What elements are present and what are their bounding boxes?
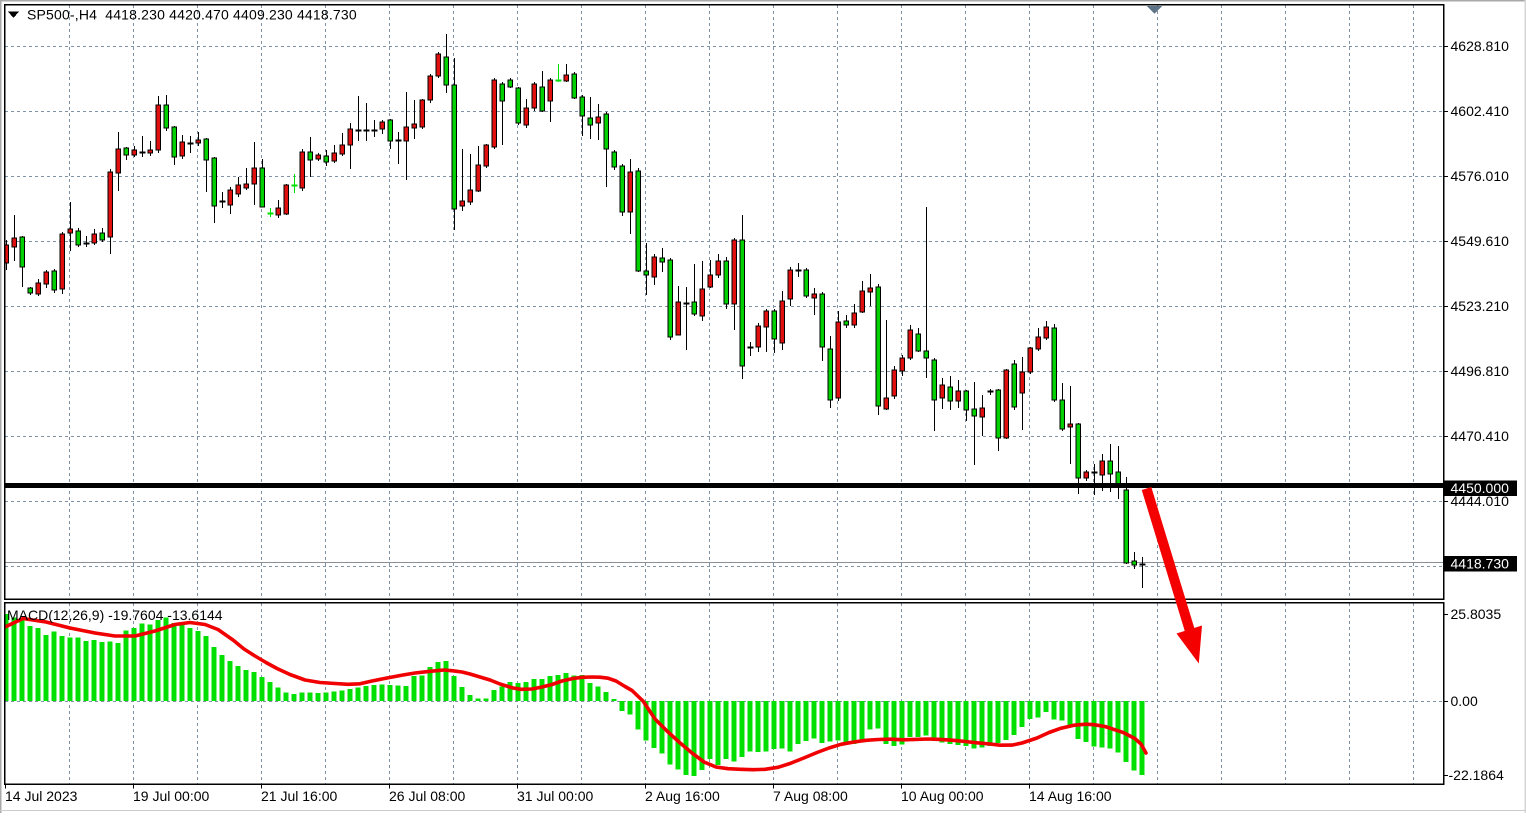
svg-text:21 Jul 16:00: 21 Jul 16:00 xyxy=(261,788,337,804)
svg-text:14 Jul 2023: 14 Jul 2023 xyxy=(5,788,78,804)
svg-text:4523.210: 4523.210 xyxy=(1451,298,1510,314)
svg-text:19 Jul 00:00: 19 Jul 00:00 xyxy=(133,788,209,804)
svg-text:14 Aug 16:00: 14 Aug 16:00 xyxy=(1029,788,1112,804)
svg-text:4602.410: 4602.410 xyxy=(1451,103,1510,119)
svg-text:4496.810: 4496.810 xyxy=(1451,363,1510,379)
svg-text:31 Jul 00:00: 31 Jul 00:00 xyxy=(517,788,593,804)
svg-text:4444.010: 4444.010 xyxy=(1451,493,1510,509)
svg-text:-22.1864: -22.1864 xyxy=(1449,767,1504,783)
svg-text:SP500-,H4 4418.230 4420.470 4: SP500-,H4 4418.230 4420.470 4409.230 441… xyxy=(27,7,357,23)
svg-text:10 Aug 00:00: 10 Aug 00:00 xyxy=(901,788,984,804)
svg-text:4576.010: 4576.010 xyxy=(1451,168,1510,184)
svg-text:2 Aug 16:00: 2 Aug 16:00 xyxy=(645,788,720,804)
svg-text:4450.000: 4450.000 xyxy=(1451,480,1510,496)
svg-text:4470.410: 4470.410 xyxy=(1451,428,1510,444)
svg-text:MACD(12,26,9) -19.7604 -13.614: MACD(12,26,9) -19.7604 -13.6144 xyxy=(7,607,223,623)
svg-text:4628.810: 4628.810 xyxy=(1451,38,1510,54)
svg-text:0.00: 0.00 xyxy=(1451,693,1478,709)
svg-text:4418.730: 4418.730 xyxy=(1451,555,1510,571)
svg-text:26 Jul 08:00: 26 Jul 08:00 xyxy=(389,788,465,804)
svg-text:25.8035: 25.8035 xyxy=(1451,606,1502,622)
svg-text:7 Aug 08:00: 7 Aug 08:00 xyxy=(773,788,848,804)
svg-text:4549.610: 4549.610 xyxy=(1451,233,1510,249)
